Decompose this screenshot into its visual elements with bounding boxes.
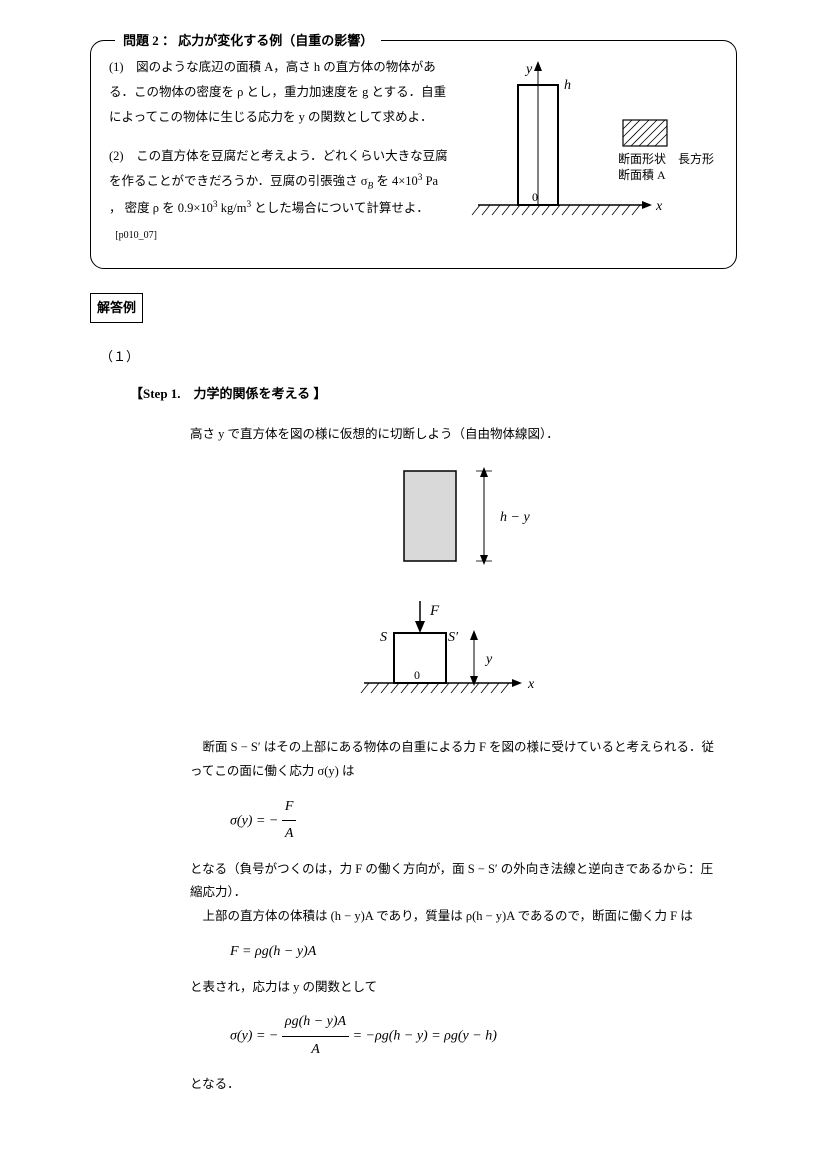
para3: となる（負号がつくのは，力 F の働く方向が，面 S − S′ の外向き法線と逆… <box>190 858 717 906</box>
problem-box: 問題 2 ： 応力が変化する例（自重の影響） (1) 図のような底辺の面積 A，… <box>90 40 737 269</box>
fig1-x-label: x <box>655 199 663 214</box>
eq3: σ(y) = − ρg(h − y)A A = −ρg(h − y) = ρg(… <box>230 1009 717 1063</box>
figure-2b: F S S′ y <box>190 593 717 722</box>
fig2-S: S <box>380 630 387 645</box>
eq2: F = ρg(h − y)A <box>230 939 717 966</box>
problem-inner: (1) 図のような底辺の面積 A，高さ h の直方体の物体がある．この物体の密度… <box>109 55 718 254</box>
fig1-zero: 0 <box>532 190 538 204</box>
fig1-shape-label: 断面形状 <box>618 151 666 166</box>
step1-heading: 【Step 1. 力学的関係を考える 】 <box>130 382 737 407</box>
fig1-y-label: y <box>524 62 533 77</box>
figure-1-svg: y h <box>468 55 718 245</box>
eq1: σ(y) = − F A <box>230 794 717 848</box>
fig2-y: y <box>484 652 493 667</box>
fig2-hy: h − y <box>500 510 530 525</box>
problem-text: (1) 図のような底辺の面積 A，高さ h の直方体の物体がある．この物体の密度… <box>109 55 452 254</box>
answer-heading: 解答例 <box>90 293 143 324</box>
problem-ref: [p010_07] <box>115 230 157 241</box>
part1-label: （１） <box>100 345 737 370</box>
para6: となる． <box>190 1073 717 1097</box>
fig2-zero: 0 <box>414 668 420 682</box>
para2: 断面 S − S′ はその上部にある物体の自重による力 F を図の様に受けている… <box>190 736 717 784</box>
line1: 高さ y で直方体を図の様に仮想的に切断しよう（自由物体線図）． <box>190 423 717 447</box>
fig1-h-label: h <box>564 78 571 93</box>
problem-title: 問題 2 ： 応力が変化する例（自重の影響） <box>115 29 381 54</box>
para4: 上部の直方体の体積は (h − y)A であり，質量は ρ(h − y)A であ… <box>190 905 717 929</box>
problem-part1: (1) 図のような底辺の面積 A，高さ h の直方体の物体がある．この物体の密度… <box>109 55 452 130</box>
fig1-area-label: 断面積 A <box>618 167 666 182</box>
fig2-F: F <box>429 603 440 619</box>
fig1-rect-label: 長方形 <box>678 151 714 166</box>
fig2-Sp: S′ <box>448 630 459 645</box>
problem-part2: (2) この直方体を豆腐だと考えよう．どれくらい大きな豆腐を作ることができだろう… <box>109 144 452 247</box>
fig2-x: x <box>527 677 535 692</box>
body-block: 高さ y で直方体を図の様に仮想的に切断しよう（自由物体線図）． h − y F… <box>190 423 717 1097</box>
para5: と表され，応力は y の関数として <box>190 976 717 1000</box>
problem-figure: y h <box>468 55 718 254</box>
figure-2a: h − y <box>190 461 717 580</box>
